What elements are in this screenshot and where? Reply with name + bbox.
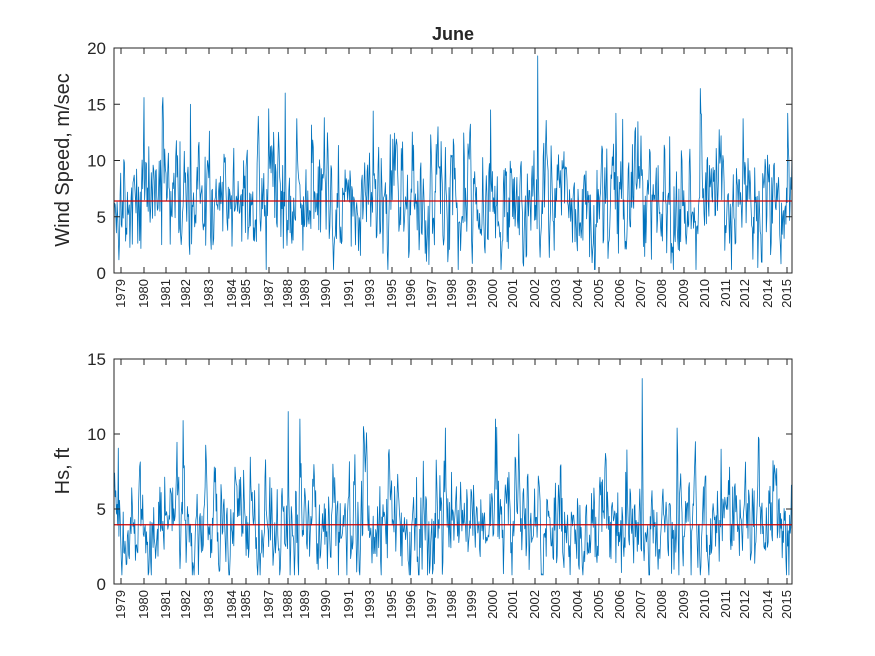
chart-title: June <box>432 24 474 44</box>
x-tick-label: 1984 <box>224 279 239 308</box>
x-tick-label: 1997 <box>424 279 439 308</box>
x-tick-label: 1998 <box>444 590 459 619</box>
x-tick-label: 1996 <box>403 279 418 308</box>
wind-speed-y-ticks: 0 5 10 15 20 <box>87 39 792 283</box>
x-tick-label: 1985 <box>238 279 253 308</box>
x-tick-label: 1985 <box>238 590 253 619</box>
x-tick-label: 2011 <box>718 590 733 618</box>
x-tick-label: 2005 <box>591 279 606 308</box>
x-tick-label: 2015 <box>779 590 794 619</box>
x-tick-label: 2009 <box>676 279 691 308</box>
data-series-line <box>113 378 793 576</box>
x-tick-label: 2012 <box>737 590 752 619</box>
x-tick-label: 2001 <box>505 590 520 619</box>
x-tick-label: 1988 <box>280 590 295 619</box>
x-tick-label: 2008 <box>654 590 669 619</box>
x-tick-label: 2010 <box>697 590 712 619</box>
x-tick-label: 2014 <box>760 590 775 619</box>
x-tick-label: 2014 <box>760 279 775 308</box>
x-tick-label: 2010 <box>697 279 712 308</box>
x-tick-label: 1997 <box>424 590 439 619</box>
x-tick-label: 1979 <box>113 590 128 619</box>
y-tick-label: 0 <box>97 264 106 283</box>
x-tick-label: 1987 <box>261 590 276 619</box>
x-tick-label: 2011 <box>718 279 733 307</box>
y-tick-label: 0 <box>97 575 106 594</box>
x-tick-label: 2001 <box>505 279 520 308</box>
x-tick-label: 2003 <box>548 279 563 308</box>
x-tick-label: 1982 <box>178 590 193 619</box>
y-tick-label: 15 <box>87 95 106 114</box>
x-tick-label: 2004 <box>570 590 585 619</box>
x-tick-label: 1979 <box>113 279 128 308</box>
x-tick-label: 1995 <box>384 279 399 308</box>
wave-height-axes-box <box>113 358 793 585</box>
x-tick-label: 2000 <box>485 590 500 619</box>
x-tick-label: 1991 <box>341 279 356 308</box>
x-tick-label: 2000 <box>485 279 500 308</box>
x-tick-label: 2012 <box>737 279 752 308</box>
x-tick-label: 1990 <box>318 590 333 619</box>
x-tick-label: 1999 <box>464 590 479 619</box>
wave-height-y-ticks: 0 5 10 15 <box>87 350 792 594</box>
x-tick-label: 1987 <box>261 279 276 308</box>
x-tick-label: 2002 <box>527 590 542 619</box>
x-tick-label: 2015 <box>779 279 794 308</box>
x-tick-label: 2008 <box>654 279 669 308</box>
x-tick-label: 1989 <box>297 590 312 619</box>
y-tick-label: 5 <box>97 500 106 519</box>
wind-speed-panel: 0 5 10 15 20 1979 1980 1981 1982 1983 1984 1985 198… <box>52 39 794 308</box>
y-tick-label: 5 <box>97 208 106 227</box>
x-tick-label: 1983 <box>201 279 216 308</box>
wave-height-x-ticks: 1979 1980 1981 1982 1983 1984 1985 1987 1988 1989… <box>113 359 794 619</box>
x-tick-label: 2002 <box>527 279 542 308</box>
x-tick-label: 1981 <box>158 279 173 308</box>
x-tick-label: 1999 <box>464 279 479 308</box>
x-tick-label: 1996 <box>403 590 418 619</box>
x-tick-label: 2006 <box>612 590 627 619</box>
wave-height-y-axis-label: Hs, ft <box>52 447 74 494</box>
wind-speed-series <box>113 55 793 271</box>
y-tick-label: 10 <box>87 425 106 444</box>
y-tick-label: 10 <box>87 152 106 171</box>
x-tick-label: 2006 <box>612 279 627 308</box>
wind-speed-x-ticks: 1979 1980 1981 1982 1983 1984 1985 1987 1988 1989… <box>113 48 794 308</box>
data-series-line <box>113 55 793 271</box>
x-tick-label: 2007 <box>633 279 648 308</box>
x-tick-label: 2007 <box>633 590 648 619</box>
x-tick-label: 1980 <box>136 279 151 308</box>
x-tick-label: 2005 <box>591 590 606 619</box>
x-tick-label: 2004 <box>570 279 585 308</box>
wave-height-series <box>113 378 793 576</box>
x-tick-label: 1982 <box>178 279 193 308</box>
x-tick-label: 1980 <box>136 590 151 619</box>
x-tick-label: 1993 <box>362 590 377 619</box>
x-tick-label: 1983 <box>201 590 216 619</box>
wind-speed-y-axis-label: Wind Speed, m/sec <box>52 73 74 246</box>
x-tick-label: 1990 <box>318 279 333 308</box>
x-tick-label: 1993 <box>362 279 377 308</box>
x-tick-label: 1984 <box>224 590 239 619</box>
x-tick-label: 1989 <box>297 279 312 308</box>
y-tick-label: 20 <box>87 39 106 58</box>
y-tick-label: 15 <box>87 350 106 369</box>
x-tick-label: 1991 <box>341 590 356 619</box>
x-tick-label: 2003 <box>548 590 563 619</box>
x-tick-label: 2009 <box>676 590 691 619</box>
x-tick-label: 1998 <box>444 279 459 308</box>
x-tick-label: 1988 <box>280 279 295 308</box>
x-tick-label: 1981 <box>158 590 173 619</box>
x-tick-label: 1995 <box>384 590 399 619</box>
